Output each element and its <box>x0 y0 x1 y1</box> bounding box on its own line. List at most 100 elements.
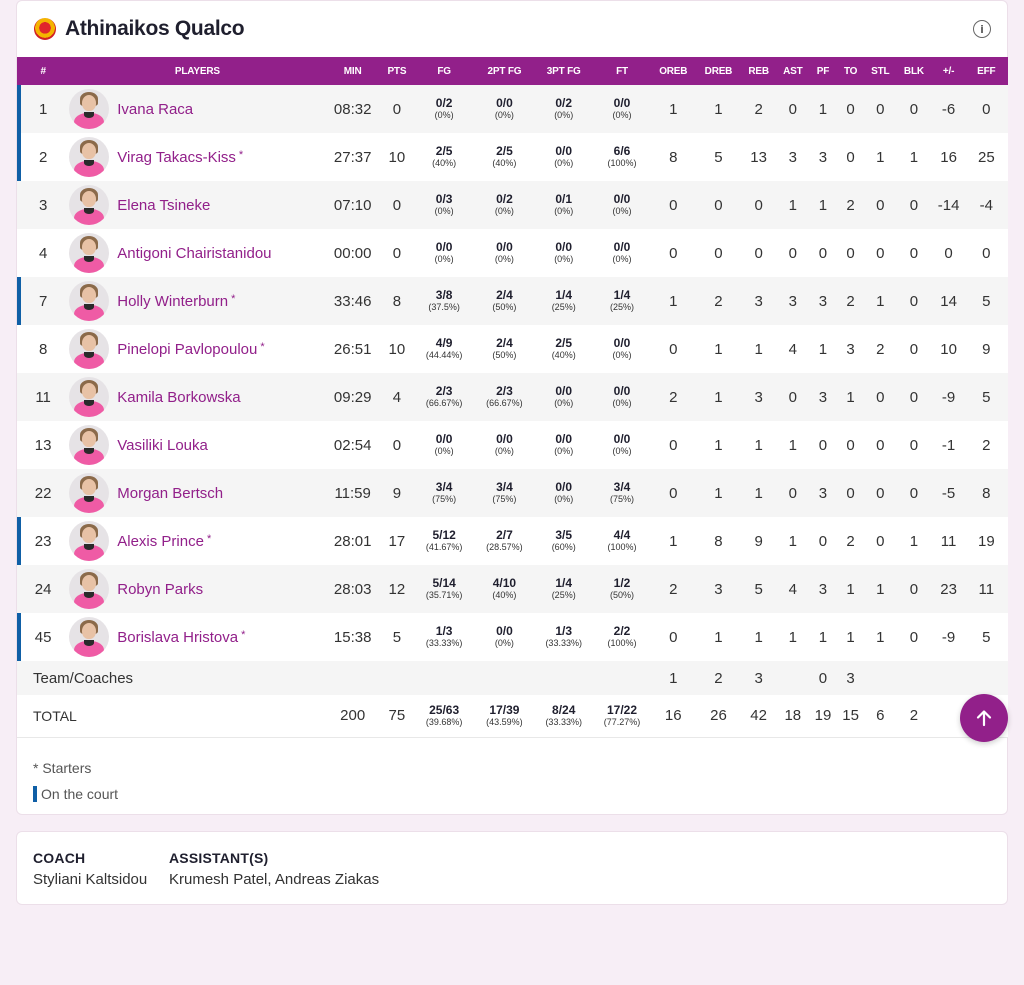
player-plus-minus: -9 <box>941 388 956 406</box>
player-name[interactable]: Vasiliki Louka <box>117 436 208 454</box>
player-fg3: 1/3 (33.33%) <box>535 613 593 661</box>
player-ft-made: 1/2 <box>613 576 631 590</box>
player-reb: 3 <box>754 292 763 310</box>
player-pts: 10 <box>388 148 406 166</box>
col-header-ft[interactable]: FT <box>616 65 628 77</box>
player-name[interactable]: Antigoni Chairistanidou <box>117 244 272 262</box>
player-name-link[interactable]: Morgan Bertsch <box>117 485 223 502</box>
player-name-link[interactable]: Elena Tsineke <box>117 197 210 214</box>
player-avatar[interactable] <box>69 281 110 321</box>
player-number: 1 <box>17 85 69 133</box>
player-avatar[interactable] <box>69 137 110 177</box>
player-avatar[interactable] <box>69 377 110 417</box>
player-avatar[interactable] <box>69 425 110 465</box>
player-fg3-made: 2/5 <box>555 336 573 350</box>
player-ft-pct: (0%) <box>612 398 632 408</box>
player-blk: 1 <box>909 148 919 166</box>
player-stl: 1 <box>876 628 885 646</box>
player-min: 15:38 <box>333 628 372 646</box>
player-avatar[interactable] <box>69 329 110 369</box>
player-name-link[interactable]: Vasiliki Louka <box>117 437 208 454</box>
player-avatar[interactable] <box>69 473 110 513</box>
player-name-link[interactable]: Ivana Raca <box>117 101 193 118</box>
player-blk: 1 <box>909 532 919 550</box>
total-row: TOTAL 200 75 25/63 (39.68%) 17/39 (43.59%)… <box>17 695 1008 737</box>
table-header-row: # PLAYERS MIN PTS FG 2PT FG 3PT FG FT OREB DREB RE… <box>17 57 1008 85</box>
col-header-fg3[interactable]: 3PT FG <box>546 65 581 77</box>
player-name[interactable]: Holly Winterburn <box>117 292 229 310</box>
player-reb: 1 <box>754 340 763 358</box>
player-name[interactable]: Alexis Prince <box>117 532 204 550</box>
player-min: 28:01 <box>333 532 372 550</box>
player-ft: 0/0 (0%) <box>593 229 651 277</box>
player-name[interactable]: Virag Takacs-Kiss <box>117 148 236 166</box>
player-name-link[interactable]: Antigoni Chairistanidou <box>117 245 271 262</box>
player-name[interactable]: Robyn Parks <box>117 580 204 598</box>
player-cell: Antigoni Chairistanidou <box>69 229 325 277</box>
player-name[interactable]: Borislava Hristova <box>117 628 239 646</box>
player-fg: 0/2 (0%) <box>414 85 474 133</box>
player-pts: 17 <box>388 532 406 550</box>
col-header-to[interactable]: TO <box>843 65 858 77</box>
col-header-blk[interactable]: BLK <box>903 65 924 77</box>
col-header-oreb[interactable]: OREB <box>659 65 688 77</box>
player-avatar[interactable] <box>69 521 110 561</box>
col-header-fg2[interactable]: 2PT FG <box>487 65 522 77</box>
col-header-num[interactable]: # <box>40 65 46 77</box>
player-name-link[interactable]: Virag Takacs-Kiss * <box>117 149 243 166</box>
player-row: 1 Ivana Raca 08:32 0 0/2 (0%) 0/0 (0%) 0/2 (0%) 0/… <box>17 85 1008 133</box>
player-row: 8 Pinelopi Pavlopoulou * 26:51 10 4/9 (44.44%)… <box>17 325 1008 373</box>
col-header-reb[interactable]: REB <box>748 65 769 77</box>
player-ft-pct: (50%) <box>609 590 634 600</box>
col-header-pf[interactable]: PF <box>816 65 830 77</box>
total-fg2-pct: (43.59%) <box>486 716 523 727</box>
coach-block: COACH Styliani Kaltsidou <box>33 850 147 888</box>
info-icon[interactable]: i <box>973 20 991 38</box>
player-fg: 2/3 (66.67%) <box>414 373 474 421</box>
player-name[interactable]: Pinelopi Pavlopoulou <box>117 340 258 358</box>
player-oreb: 0 <box>669 244 678 262</box>
col-header-ast[interactable]: AST <box>783 65 803 77</box>
player-fg3-pct: (0%) <box>554 158 574 168</box>
player-dreb: 1 <box>714 628 723 646</box>
col-header-fg[interactable]: FG <box>437 65 451 77</box>
player-name-link[interactable]: Kamila Borkowska <box>117 389 240 406</box>
col-header-min[interactable]: MIN <box>343 65 362 77</box>
player-fg3-made: 3/5 <box>555 528 573 542</box>
player-avatar[interactable] <box>69 617 110 657</box>
player-avatar[interactable] <box>69 569 110 609</box>
player-to: 0 <box>846 244 855 262</box>
col-header-pm[interactable]: +/- <box>942 65 955 77</box>
scroll-to-top-button[interactable] <box>960 694 1008 742</box>
player-name[interactable]: Ivana Raca <box>117 100 194 118</box>
col-header-dreb[interactable]: DREB <box>704 65 733 77</box>
col-header-pts[interactable]: PTS <box>387 65 407 77</box>
col-header-eff[interactable]: EFF <box>977 65 996 77</box>
player-name-link[interactable]: Alexis Prince * <box>117 533 211 550</box>
team-coaches-label: Team/Coaches <box>33 669 134 687</box>
player-fg3-pct: (0%) <box>554 110 574 120</box>
player-name-link[interactable]: Borislava Hristova * <box>117 629 245 646</box>
player-cell: Alexis Prince * <box>69 517 325 565</box>
player-avatar[interactable] <box>69 185 110 225</box>
total-stl: 6 <box>876 707 885 725</box>
player-name-link[interactable]: Holly Winterburn * <box>117 293 235 310</box>
player-fg-pct: (44.44%) <box>425 350 463 360</box>
total-label: TOTAL <box>33 707 77 724</box>
player-fg3-pct: (60%) <box>551 542 576 552</box>
player-name[interactable]: Kamila Borkowska <box>117 388 241 406</box>
player-name-link[interactable]: Pinelopi Pavlopoulou * <box>117 341 264 358</box>
player-ft-pct: (100%) <box>607 158 637 168</box>
player-blk: 0 <box>909 244 919 262</box>
col-header-stl[interactable]: STL <box>871 65 890 77</box>
player-name[interactable]: Elena Tsineke <box>117 196 211 214</box>
player-avatar[interactable] <box>69 89 110 129</box>
player-avatar[interactable] <box>69 233 110 273</box>
player-name[interactable]: Morgan Bertsch <box>117 484 224 502</box>
player-fg3: 1/4 (25%) <box>535 277 593 325</box>
player-plus-minus: -5 <box>941 484 956 502</box>
col-header-players[interactable]: PLAYERS <box>174 65 220 77</box>
player-row: 22 Morgan Bertsch 11:59 9 3/4 (75%) 3/4 (75%) 0/… <box>17 469 1008 517</box>
player-fg-pct: (0%) <box>434 206 454 216</box>
player-name-link[interactable]: Robyn Parks <box>117 581 203 598</box>
